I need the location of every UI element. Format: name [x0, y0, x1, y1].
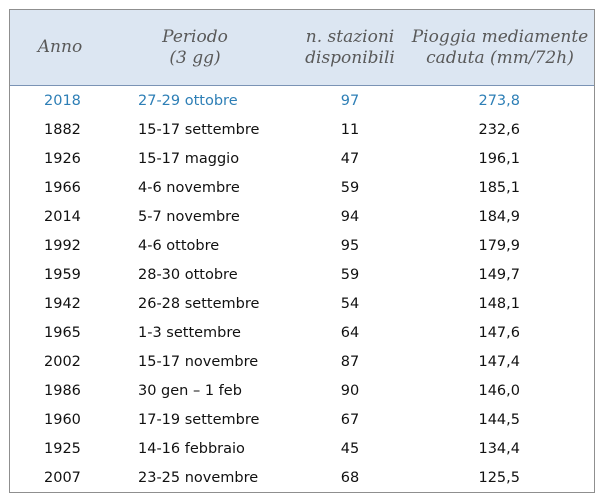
cell-pioggia: 149,7: [478, 267, 520, 283]
cell-stazioni: 54: [340, 296, 360, 312]
cell-periodo: 14-16 febbraio: [138, 441, 245, 457]
cell-pioggia: 196,1: [478, 151, 520, 167]
header-stazioni: n. stazioni disponibili: [305, 26, 395, 68]
cell-periodo: 23-25 novembre: [138, 470, 259, 486]
table-row: 1960 17-19 settembre 67 144,5: [10, 406, 594, 435]
table-row: 1882 15-17 settembre 11 232,6: [10, 116, 594, 145]
cell-periodo: 1-3 settembre: [138, 325, 241, 341]
cell-periodo: 30 gen – 1 feb: [138, 383, 242, 399]
cell-pioggia: 232,6: [478, 122, 520, 138]
cell-anno: 1882: [44, 122, 81, 138]
cell-stazioni: 11: [340, 122, 360, 138]
table-row: 1966 4-6 novembre 59 185,1: [10, 174, 594, 203]
cell-periodo: 27-29 ottobre: [138, 93, 238, 109]
cell-stazioni: 45: [340, 441, 360, 457]
cell-anno: 2002: [44, 354, 81, 370]
header-periodo: Periodo (3 gg): [162, 26, 228, 68]
header-anno: Anno: [37, 37, 83, 57]
cell-pioggia: 147,4: [478, 354, 520, 370]
cell-pioggia: 144,5: [478, 412, 520, 428]
table-row: 2018 27-29 ottobre 97 273,8: [10, 87, 594, 116]
cell-anno: 2007: [44, 470, 81, 486]
cell-pioggia: 273,8: [478, 93, 520, 109]
cell-anno: 2014: [44, 209, 81, 225]
cell-anno: 1966: [44, 180, 81, 196]
cell-pioggia: 148,1: [478, 296, 520, 312]
table-row: 1925 14-16 febbraio 45 134,4: [10, 435, 594, 464]
table-row: 1986 30 gen – 1 feb 90 146,0: [10, 377, 594, 406]
cell-stazioni: 90: [340, 383, 360, 399]
cell-periodo: 28-30 ottobre: [138, 267, 238, 283]
table-row: 1992 4-6 ottobre 95 179,9: [10, 232, 594, 261]
cell-periodo: 15-17 settembre: [138, 122, 260, 138]
cell-stazioni: 97: [340, 93, 360, 109]
cell-stazioni: 94: [340, 209, 360, 225]
cell-anno: 1965: [44, 325, 81, 341]
cell-periodo: 4-6 ottobre: [138, 238, 220, 254]
table-row: 1926 15-17 maggio 47 196,1: [10, 145, 594, 174]
cell-stazioni: 95: [340, 238, 360, 254]
cell-stazioni: 68: [340, 470, 360, 486]
cell-pioggia: 134,4: [478, 441, 520, 457]
cell-periodo: 4-6 novembre: [138, 180, 240, 196]
cell-anno: 1942: [44, 296, 81, 312]
cell-stazioni: 59: [340, 180, 360, 196]
cell-stazioni: 59: [340, 267, 360, 283]
table-row: 2014 5-7 novembre 94 184,9: [10, 203, 594, 232]
cell-pioggia: 147,6: [478, 325, 520, 341]
table-header: Anno Periodo (3 gg) n. stazioni disponib…: [10, 10, 594, 86]
table-row: 1942 26-28 settembre 54 148,1: [10, 290, 594, 319]
table-row: 1965 1-3 settembre 64 147,6: [10, 319, 594, 348]
cell-anno: 1986: [44, 383, 81, 399]
cell-periodo: 26-28 settembre: [138, 296, 260, 312]
cell-periodo: 5-7 novembre: [138, 209, 240, 225]
cell-stazioni: 64: [340, 325, 360, 341]
table-row: 2002 15-17 novembre 87 147,4: [10, 348, 594, 377]
cell-anno: 1959: [44, 267, 81, 283]
cell-periodo: 15-17 novembre: [138, 354, 259, 370]
cell-pioggia: 179,9: [478, 238, 520, 254]
cell-anno: 1925: [44, 441, 81, 457]
cell-anno: 1926: [44, 151, 81, 167]
cell-periodo: 15-17 maggio: [138, 151, 240, 167]
cell-anno: 1992: [44, 238, 81, 254]
cell-pioggia: 125,5: [478, 470, 520, 486]
cell-stazioni: 47: [340, 151, 360, 167]
header-pioggia: Pioggia mediamente caduta (mm/72h): [411, 26, 589, 68]
cell-periodo: 17-19 settembre: [138, 412, 260, 428]
cell-stazioni: 67: [340, 412, 360, 428]
cell-pioggia: 185,1: [478, 180, 520, 196]
cell-anno: 1960: [44, 412, 81, 428]
cell-pioggia: 184,9: [478, 209, 520, 225]
cell-anno: 2018: [44, 93, 81, 109]
cell-stazioni: 87: [340, 354, 360, 370]
table-row: 2007 23-25 novembre 68 125,5: [10, 464, 594, 493]
cell-pioggia: 146,0: [478, 383, 520, 399]
rainfall-table: Anno Periodo (3 gg) n. stazioni disponib…: [9, 9, 595, 493]
table-row: 1959 28-30 ottobre 59 149,7: [10, 261, 594, 290]
